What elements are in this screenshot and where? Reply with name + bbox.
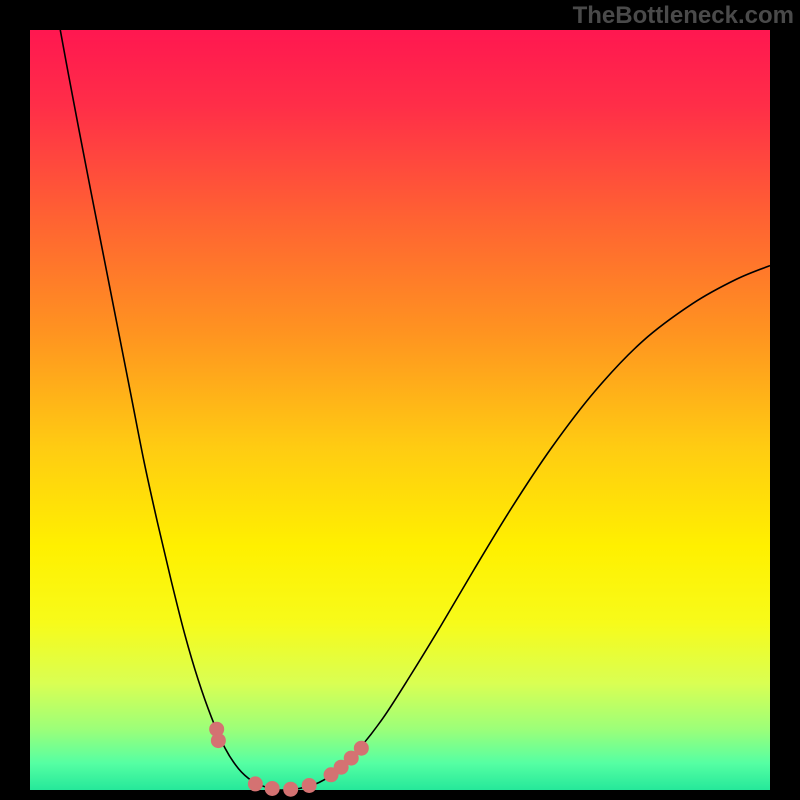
data-marker [248, 777, 262, 791]
data-marker [302, 778, 316, 792]
chart-container: TheBottleneck.com [0, 0, 800, 800]
chart-plot-bg [30, 30, 770, 790]
data-marker [265, 781, 279, 795]
data-marker [284, 782, 298, 796]
data-marker [354, 741, 368, 755]
data-marker [211, 734, 225, 748]
watermark-text: TheBottleneck.com [573, 2, 794, 30]
bottleneck-chart [0, 0, 800, 800]
